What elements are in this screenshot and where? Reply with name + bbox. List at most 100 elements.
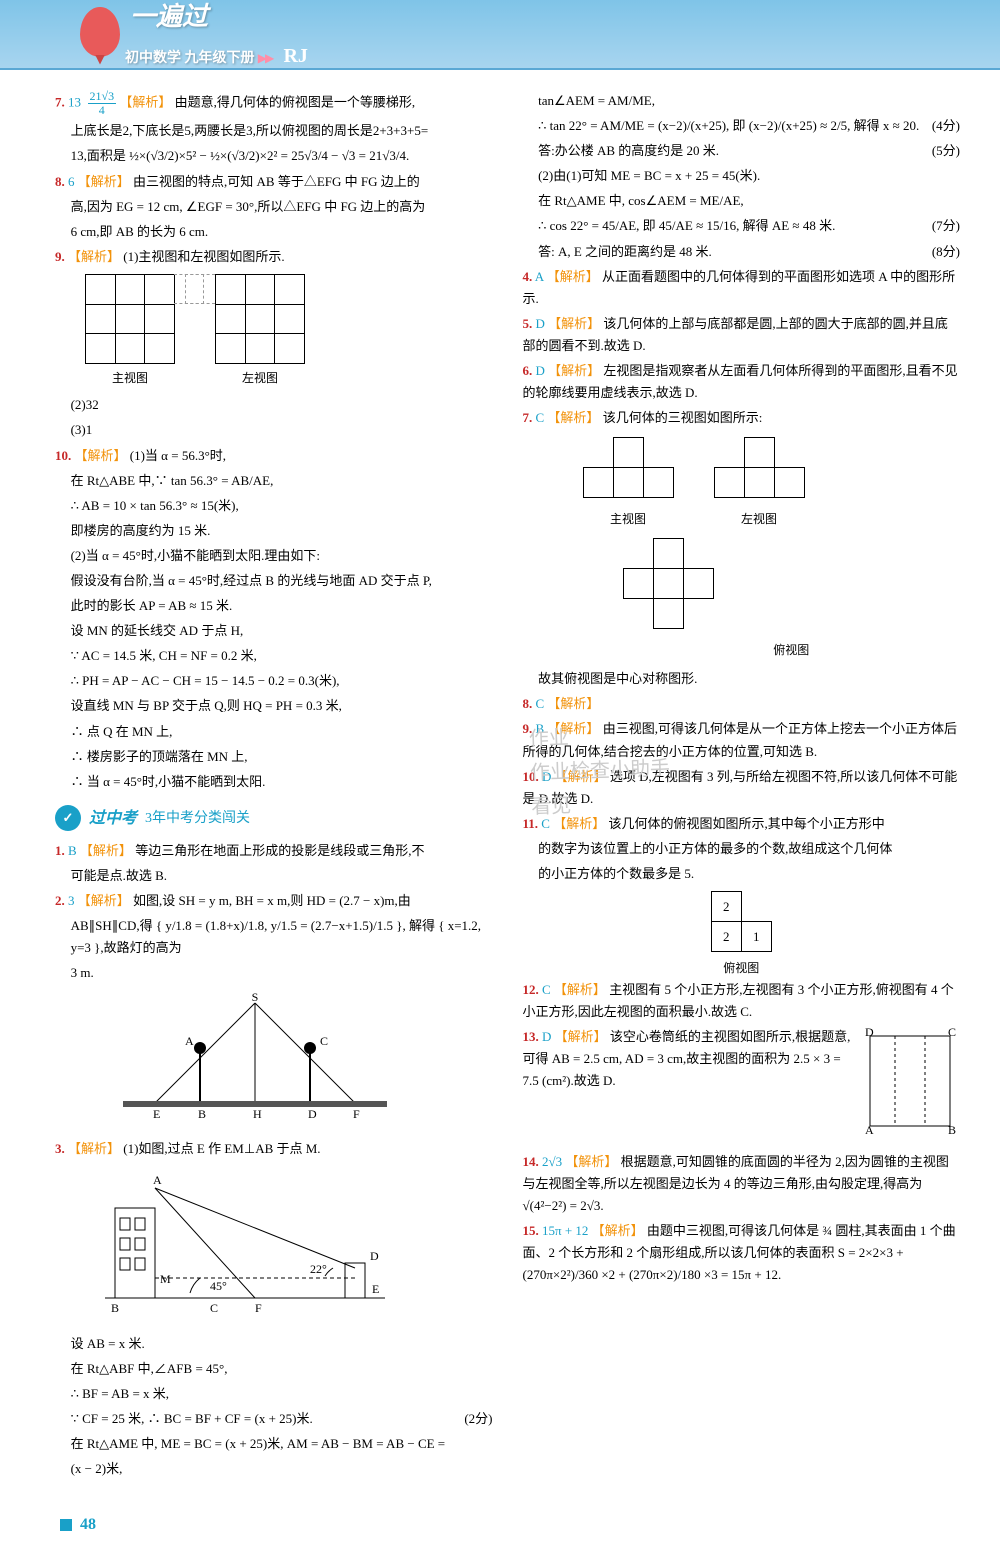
rq9-ans: B xyxy=(536,721,545,736)
rq7: 7. C 【解析】 该几何体的三视图如图所示: xyxy=(523,407,961,429)
q10-t7: 此时的影长 AP = AB ≈ 15 米. xyxy=(55,595,493,617)
rq7-views-row1: 主视图 左视图 xyxy=(583,437,961,529)
page-header: 一遍过 初中数学 九年级下册 ▶▶ RJ xyxy=(0,0,1000,70)
rq4-num: 4. xyxy=(523,269,533,284)
r3b-t4: (2)由(1)可知 ME = BC = x + 25 = 45(米). xyxy=(523,165,961,187)
eq2-figure: S A C E B H D F xyxy=(115,993,493,1130)
rq8-tag: 【解析】 xyxy=(547,696,599,711)
q7-text2: 上底长是2,下底长是5,两腰长是3,所以俯视图的周长是2+3+3+5= xyxy=(55,120,493,142)
r3b-s7: (8分) xyxy=(932,241,960,263)
r3b-s3: (5分) xyxy=(932,140,960,162)
rq11-tag: 【解析】 xyxy=(553,816,605,831)
rq10-ans: D xyxy=(542,769,551,784)
rq6-ans: D xyxy=(536,363,545,378)
rq8-num: 8. xyxy=(523,696,533,711)
r3b-s2: (4分) xyxy=(932,115,960,137)
exam-q3: 3. 【解析】 (1)如图,过点 E 作 EM⊥AB 于点 M. xyxy=(55,1138,493,1160)
svg-text:22°: 22° xyxy=(310,1262,327,1276)
q8-text2: 高,因为 EG = 12 cm, ∠EGF = 30°,所以△EFG 中 FG … xyxy=(55,196,493,218)
q10-t9: ∵ AC = 14.5 米, CH = NF = 0.2 米, xyxy=(55,645,493,667)
rq11-c2: 2 xyxy=(711,922,741,952)
svg-text:F: F xyxy=(255,1301,262,1315)
rq11-figure: 2 21 俯视图 xyxy=(523,891,961,978)
eq3-t1: (1)如图,过点 E 作 EM⊥AB 于点 M. xyxy=(123,1141,320,1156)
svg-text:S: S xyxy=(252,993,259,1004)
svg-text:M: M xyxy=(160,1272,171,1286)
eq3-figure: A B C F D E M 45° 22° xyxy=(95,1168,493,1325)
rq8: 8. C 【解析】 xyxy=(523,693,961,715)
brand-title: 一遍过 xyxy=(130,0,308,39)
page-footer: 48 xyxy=(60,1511,96,1538)
eq2-ans: 3 xyxy=(68,893,75,908)
brand-sub: 初中数学 九年级下册 xyxy=(125,51,255,66)
eq1-num: 1. xyxy=(55,843,65,858)
q10-t2: 在 Rt△ABE 中,∵ tan 56.3° = AB/AE, xyxy=(55,470,493,492)
page: 一遍过 初中数学 九年级下册 ▶▶ RJ 作业 作业检查小助手 看见 7. 13… xyxy=(0,0,1000,1563)
rq5-ans: D xyxy=(536,316,545,331)
q10-t10: ∴ PH = AP − AC − CH = 15 − 14.5 − 0.2 = … xyxy=(55,670,493,692)
q8-text1: 由三视图的特点,可知 AB 等于△EFG 中 FG 边上的 xyxy=(133,174,420,189)
rq4-ans: A xyxy=(535,269,544,284)
rq14-ans: 2√3 xyxy=(542,1154,562,1169)
section-title: 过中考 xyxy=(89,805,137,832)
q10-num: 10. xyxy=(55,448,71,463)
q9-text3: (3)1 xyxy=(55,419,493,441)
eq3-t7: (x − 2)米, xyxy=(55,1458,493,1480)
rq12-ans: C xyxy=(542,982,551,997)
eq3-t5: ∵ CF = 25 米, ∴ BC = BF + CF = (x + 25)米.… xyxy=(55,1408,493,1430)
q10-t14: ∴ 当 α = 45°时,小猫不能晒到太阳. xyxy=(55,771,493,793)
rq10: 10. D 【解析】 选项 D,左视图有 3 列,与所给左视图不符,所以该几何体… xyxy=(523,766,961,810)
content-area: 7. 13 21√34 【解析】 由题意,得几何体的俯视图是一个等腰梯形, 上底… xyxy=(0,70,1000,1503)
r3b-t5: 在 Rt△AME 中, cos∠AEM = ME/AE, xyxy=(523,190,961,212)
rq15: 15. 15π + 12 【解析】 由题中三视图,可得该几何体是 ¾ 圆柱,其表… xyxy=(523,1220,961,1286)
rq14-tag: 【解析】 xyxy=(565,1154,617,1169)
rq4: 4. A 【解析】 从正面看题图中的几何体得到的平面图形如选项 A 中的图形所示… xyxy=(523,266,961,310)
r3b-t3: 答:办公楼 AB 的高度约是 20 米. (5分) xyxy=(523,140,961,162)
svg-text:H: H xyxy=(253,1107,262,1121)
q9-num: 9. xyxy=(55,249,65,264)
q10-t11: 设直线 MN 与 BP 交于点 Q,则 HQ = PH = 0.3 米, xyxy=(55,695,493,717)
q10-t6: 假设没有台阶,当 α = 45°时,经过点 B 的光线与地面 AD 交于点 P, xyxy=(55,570,493,592)
q10-t8: 设 MN 的延长线交 AD 于点 H, xyxy=(55,620,493,642)
eq2-tag: 【解析】 xyxy=(78,893,130,908)
r3b-t2: ∴ tan 22° = AM/ME = (x−2)/(x+25), 即 (x−2… xyxy=(523,115,961,137)
svg-text:E: E xyxy=(372,1282,379,1296)
rq13-figure: A B C D xyxy=(860,1026,960,1143)
eq2-eq: AB∥SH∥CD,得 { y/1.8 = (1.8+x)/1.8, y/1.5 … xyxy=(55,915,493,959)
q9-fig1: 主视图 xyxy=(85,274,175,388)
q10-t1: (1)当 α = 56.3°时, xyxy=(130,448,226,463)
q9-figures: 主视图 左视图 xyxy=(85,274,493,388)
rq7-t: 该几何体的三视图如图所示: xyxy=(603,410,763,425)
rq13-ans: D xyxy=(542,1029,551,1044)
eq3-tag: 【解析】 xyxy=(68,1141,120,1156)
q10-t4: 即楼房的高度约为 15 米. xyxy=(55,520,493,542)
q9-fig2: 左视图 xyxy=(215,274,305,388)
svg-text:C: C xyxy=(948,1026,956,1039)
rq14: 14. 2√3 【解析】 根据题意,可知圆锥的底面圆的半径为 2,因为圆锥的主视… xyxy=(523,1151,961,1217)
rq4-tag: 【解析】 xyxy=(547,269,599,284)
problem-9: 9. 【解析】 (1)主视图和左视图如图所示. xyxy=(55,246,493,268)
r3b-s6: (7分) xyxy=(932,215,960,237)
q10-t13: ∴ 楼房影子的顶端落在 MN 上, xyxy=(55,746,493,768)
svg-text:E: E xyxy=(153,1107,160,1121)
eq3-score5: (2分) xyxy=(464,1408,492,1430)
rq7-fig2-label: 左视图 xyxy=(714,509,805,529)
q10-t3: ∴ AB = 10 × tan 56.3° ≈ 15(米), xyxy=(55,495,493,517)
rq11-t2: 的数字为该位置上的小正方体的最多的个数,故组成这个几何体 xyxy=(523,838,961,860)
q7-ans2: 21√34 xyxy=(88,90,117,117)
rq9-tag: 【解析】 xyxy=(547,721,599,736)
rq9-num: 9. xyxy=(523,721,533,736)
svg-text:D: D xyxy=(308,1107,317,1121)
rq6: 6. D 【解析】 左视图是指观察者从左面看几何体所得到的平面图形,且看不见的轮… xyxy=(523,360,961,404)
svg-text:B: B xyxy=(111,1301,119,1315)
q8-text3: 6 cm,即 AB 的长为 6 cm. xyxy=(55,221,493,243)
rq7-tag: 【解析】 xyxy=(547,410,599,425)
rq13: A B C D 13. D 【解析】 该空心卷筒纸的主视图如图所示,根据题意,可… xyxy=(523,1026,961,1151)
section-sub: 3年中考分类闯关 xyxy=(145,807,250,831)
r3b-t6: ∴ cos 22° = 45/AE, 即 45/AE ≈ 15/16, 解得 A… xyxy=(523,215,961,237)
q9-text2: (2)32 xyxy=(55,394,493,416)
eq1-ans: B xyxy=(68,843,77,858)
rq7-t2: 故其俯视图是中心对称图形. xyxy=(523,668,961,690)
eq2-num: 2. xyxy=(55,893,65,908)
rq14-num: 14. xyxy=(523,1154,539,1169)
